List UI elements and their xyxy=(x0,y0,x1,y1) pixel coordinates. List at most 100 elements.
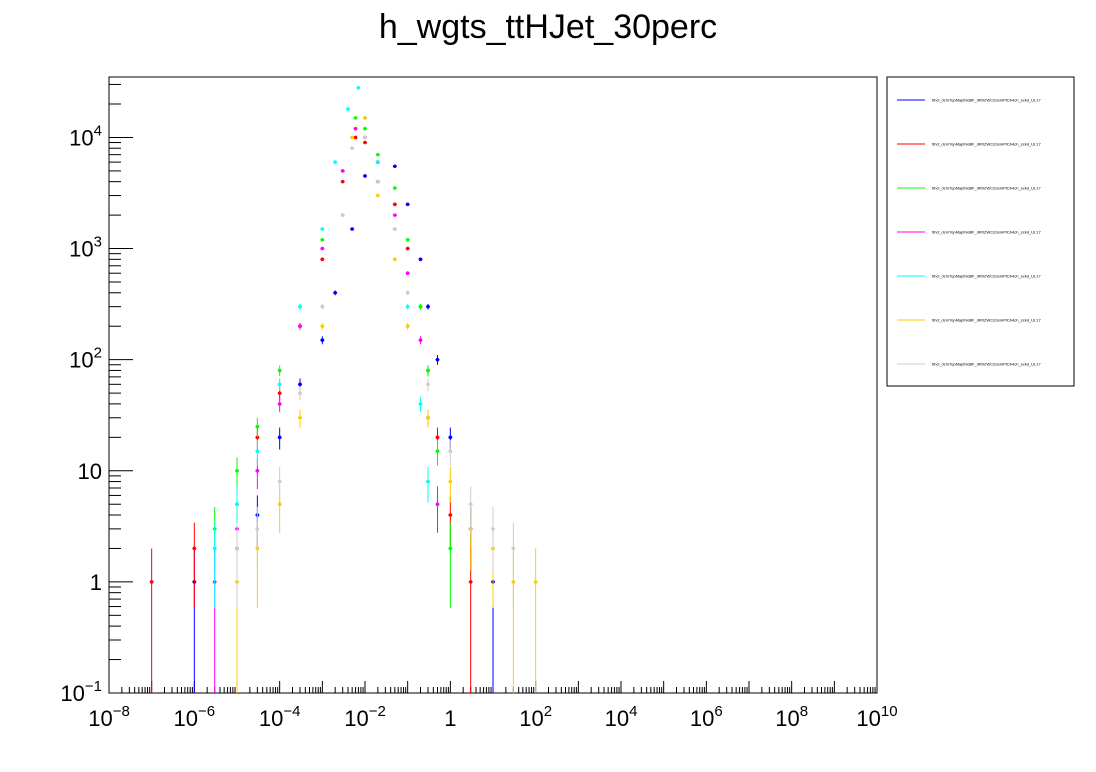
data-point xyxy=(392,164,397,169)
data-point xyxy=(363,135,367,140)
data-point xyxy=(405,271,410,276)
y-tick-label: 1 xyxy=(90,570,102,595)
data-point xyxy=(405,322,410,330)
data-point xyxy=(346,107,351,111)
data-point xyxy=(375,179,380,184)
data-point xyxy=(255,440,260,466)
legend-label: tthcl_dcmTopMapthid8F_dR0ZWCsSsmPtCb4ch_… xyxy=(932,98,1041,103)
data-point xyxy=(426,409,431,428)
data-point xyxy=(405,303,410,310)
data-point xyxy=(235,457,239,490)
data-point xyxy=(353,135,358,140)
data-point xyxy=(418,396,423,413)
x-tick-label: 104 xyxy=(605,703,638,731)
data-point xyxy=(356,85,361,90)
data-point xyxy=(435,355,440,365)
x-tick-label: 108 xyxy=(775,703,808,731)
data-point xyxy=(277,365,282,377)
data-point xyxy=(405,246,410,251)
data-point xyxy=(340,179,345,184)
data-point xyxy=(448,466,453,503)
data-point xyxy=(392,257,397,262)
data-point xyxy=(405,290,410,296)
y-tick-label: 102 xyxy=(69,345,102,373)
x-tick-label: 102 xyxy=(519,703,552,731)
data-point xyxy=(277,378,282,391)
y-tick-label: 10−1 xyxy=(60,678,102,706)
data-point xyxy=(320,336,325,345)
data-point xyxy=(350,135,355,140)
x-tick-label: 1010 xyxy=(856,703,897,731)
data-point xyxy=(333,290,338,296)
x-tick-label: 10−8 xyxy=(88,703,130,731)
legend-label: tthcl_dcmTopMapthid8F_dR0ZWCsSsmPtCb4ch_… xyxy=(932,274,1041,279)
data-point xyxy=(468,548,473,693)
legend-item: tthcl_dcmTopMapthid8F_dR0ZWCsSsmPtCb4ch_… xyxy=(897,142,1041,147)
y-tick-label: 10 xyxy=(78,459,102,484)
data-point xyxy=(418,336,423,345)
legend-item: tthcl_dcmTopMapthid8F_dR0ZWCsSsmPtCb4ch_… xyxy=(897,362,1041,367)
data-point xyxy=(340,169,345,173)
data-point xyxy=(405,237,410,242)
data-point xyxy=(392,227,397,231)
data-point xyxy=(255,506,260,571)
data-point xyxy=(298,303,303,310)
x-tick-label: 106 xyxy=(690,703,723,731)
data-point xyxy=(363,116,367,120)
data-point xyxy=(418,303,423,310)
data-point xyxy=(320,257,325,262)
data-point xyxy=(435,427,440,450)
data-point xyxy=(333,160,338,164)
data-point xyxy=(426,365,431,377)
data-point xyxy=(448,440,453,466)
data-point xyxy=(375,152,380,157)
data-point xyxy=(320,322,325,330)
data-point xyxy=(511,522,516,608)
data-point xyxy=(426,466,431,503)
data-point xyxy=(298,409,303,428)
data-point xyxy=(192,522,197,608)
data-point xyxy=(392,202,397,207)
legend-label: tthcl_dcmTopMapthid8F_dR0ZWCsSsmPtCb4ch_… xyxy=(932,362,1041,367)
x-tick-label: 1 xyxy=(444,706,456,731)
data-point xyxy=(435,486,440,533)
data-point xyxy=(533,548,538,693)
data-point xyxy=(350,146,355,151)
data-point xyxy=(277,427,282,450)
data-point xyxy=(468,486,473,533)
data-point xyxy=(426,303,431,310)
series-7 xyxy=(235,135,516,608)
data-point xyxy=(418,257,423,262)
data-point xyxy=(320,227,325,231)
legend-item: tthcl_dcmTopMapthid8F_dR0ZWCsSsmPtCb4ch_… xyxy=(897,318,1041,323)
x-tick-label: 10−6 xyxy=(174,703,216,731)
data-point xyxy=(448,522,453,608)
y-tick-label: 104 xyxy=(69,122,102,150)
legend: tthcl_dcmTopMapthid8F_dR0ZWCsSsmPtCb4ch_… xyxy=(886,76,1075,387)
data-point xyxy=(405,202,410,207)
legend-item: tthcl_dcmTopMapthid8F_dR0ZWCsSsmPtCb4ch_… xyxy=(897,274,1041,279)
x-tick-label: 10−4 xyxy=(259,703,301,731)
data-point xyxy=(298,322,303,330)
data-point xyxy=(320,246,325,251)
series-1 xyxy=(192,164,495,693)
legend-label: tthcl_dcmTopMapthid8F_dR0ZWCsSsmPtCb4ch_… xyxy=(932,230,1041,235)
data-point xyxy=(350,227,355,231)
data-point xyxy=(353,116,358,120)
legend-label: tthcl_dcmTopMapthid8F_dR0ZWCsSsmPtCb4ch_… xyxy=(932,318,1041,323)
series-layer xyxy=(149,85,538,693)
data-point xyxy=(340,213,345,217)
data-point xyxy=(375,160,380,164)
legend-item: tthcl_dcmTopMapthid8F_dR0ZWCsSsmPtCb4ch_… xyxy=(897,230,1041,235)
y-tick-labels: 10−1 1 10 102 103 104 xyxy=(60,122,102,706)
series-5 xyxy=(212,85,431,608)
x-tick-labels: 10−8 10−6 10−4 10−2 1 102 104 106 108 1010 xyxy=(88,703,897,731)
chart-title: h_wgts_ttHJet_30perc xyxy=(379,8,717,46)
series-2 xyxy=(149,135,473,693)
data-point xyxy=(435,440,440,466)
data-point xyxy=(149,548,154,693)
data-point xyxy=(277,396,282,413)
data-point xyxy=(277,466,282,503)
legend-item: tthcl_dcmTopMapthid8F_dR0ZWCsSsmPtCb4ch_… xyxy=(897,186,1041,191)
